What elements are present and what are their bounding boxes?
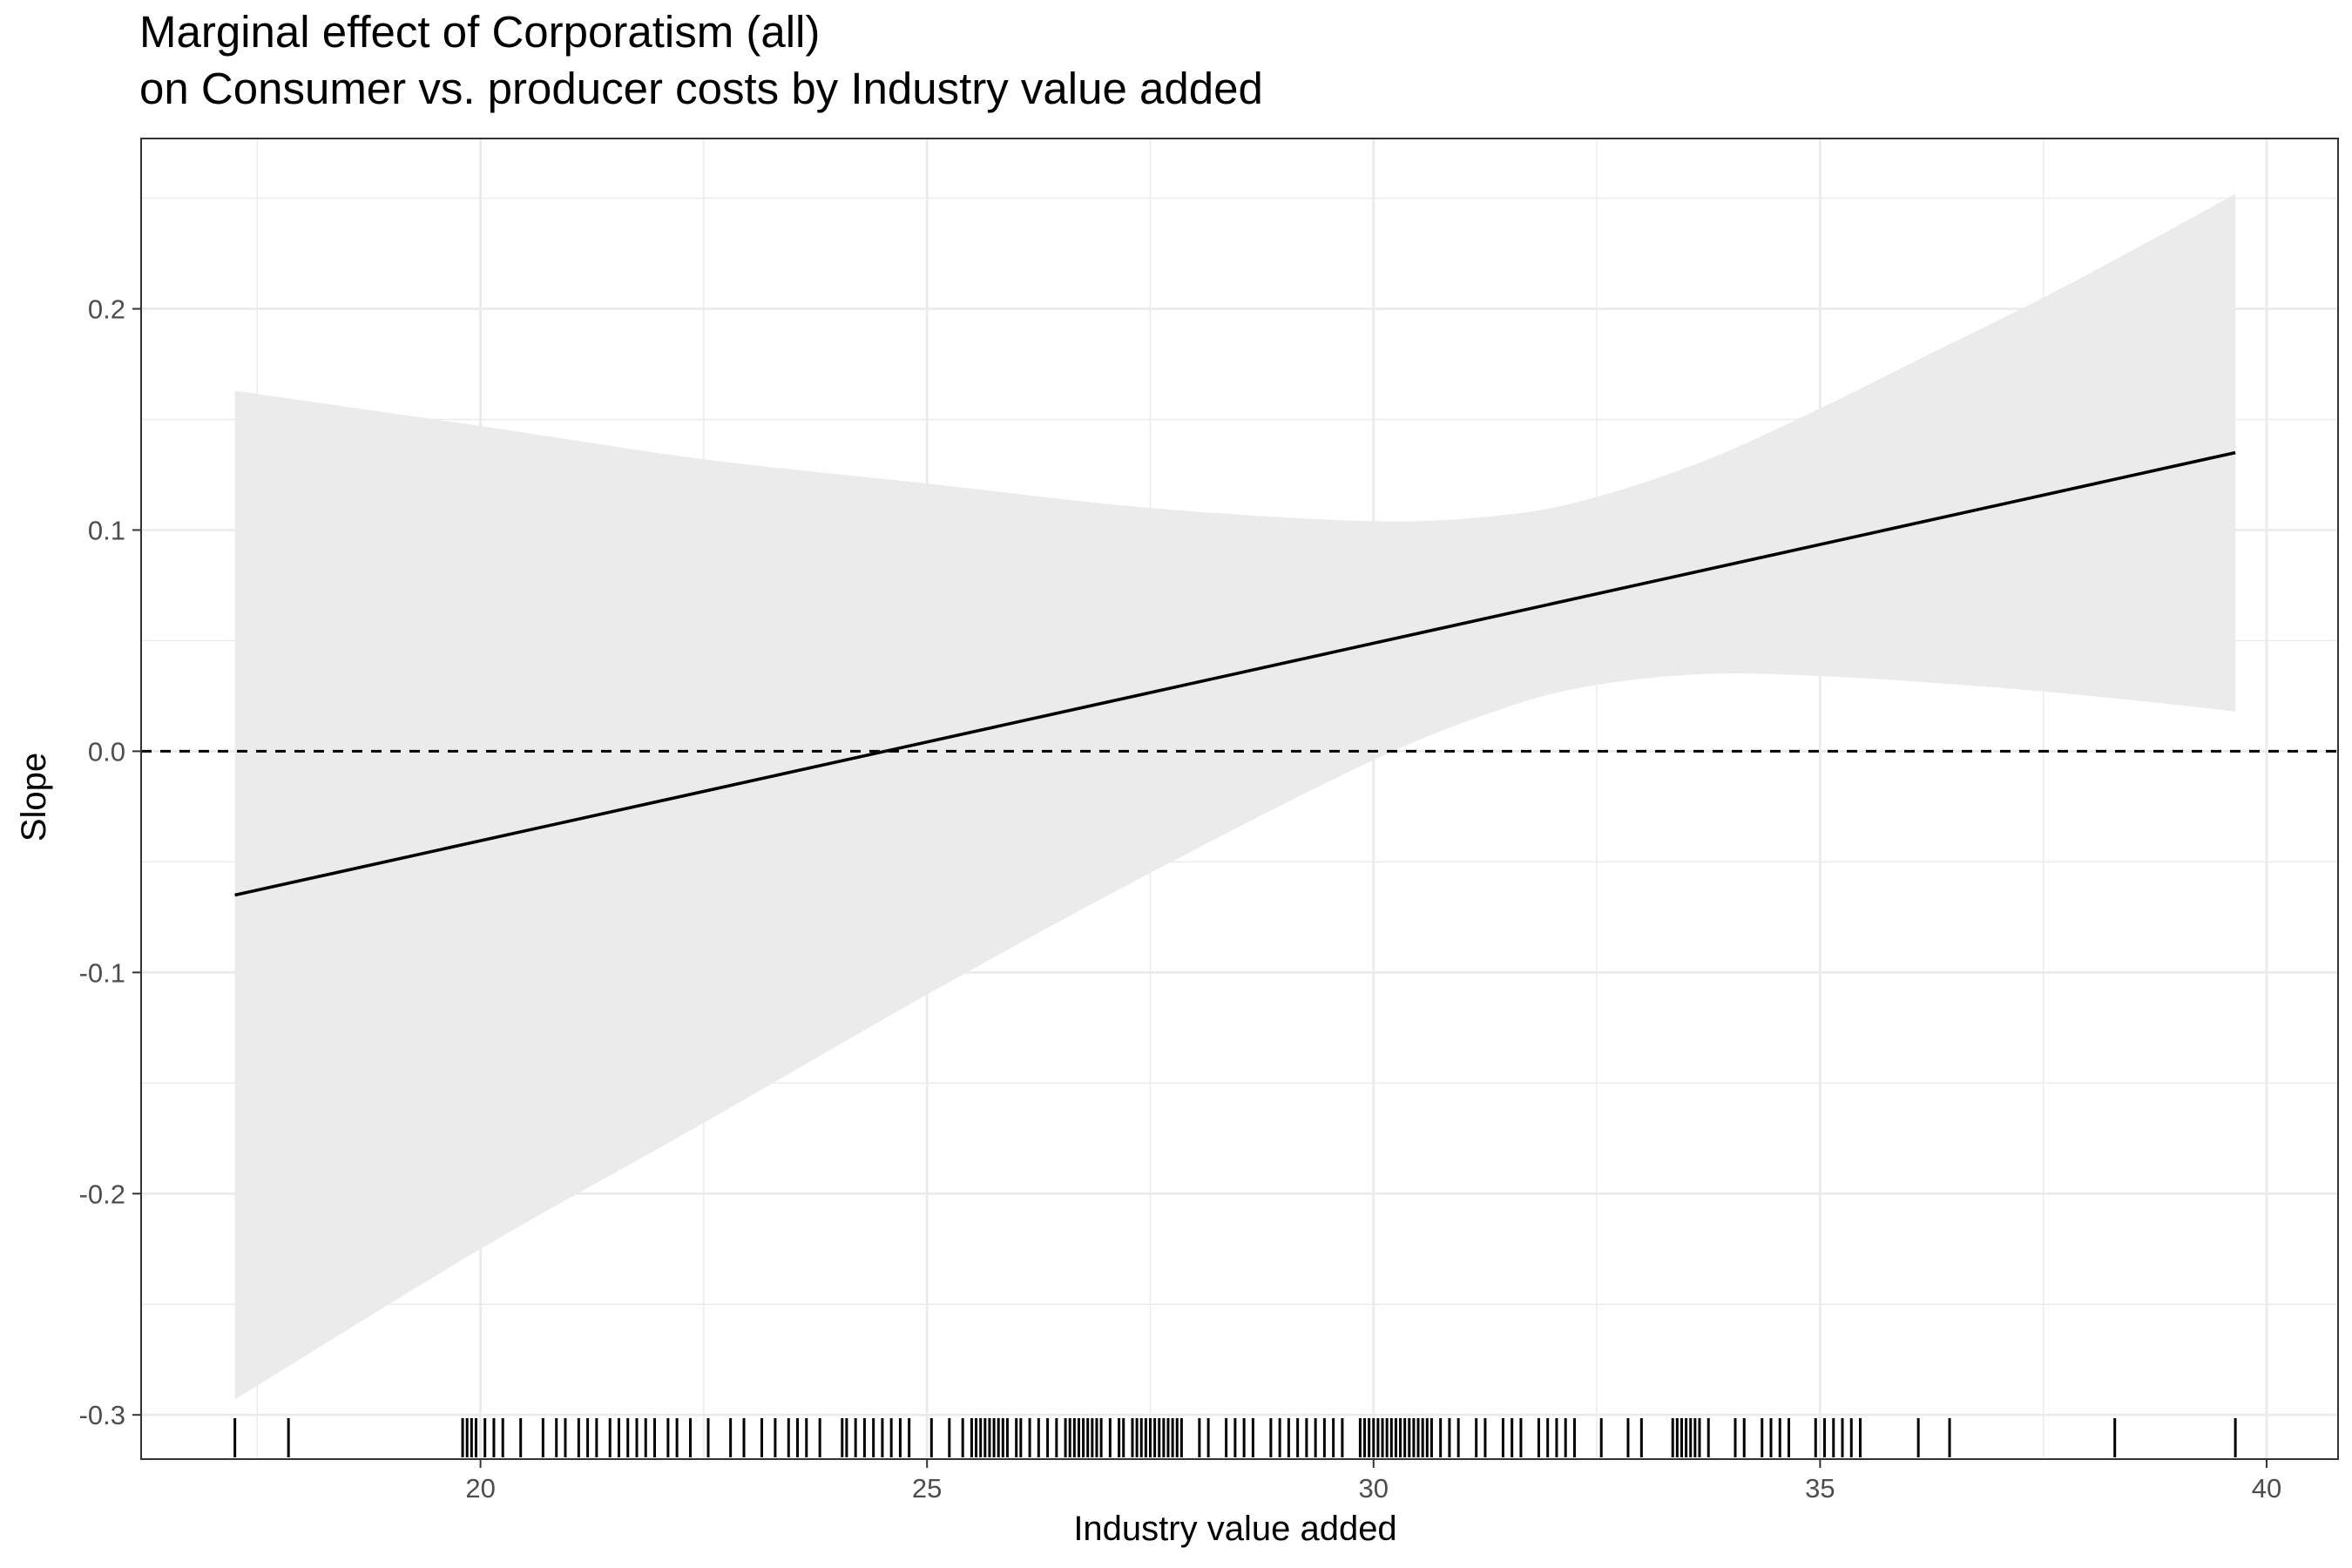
x-axis-ticks: 20 25 30 35 40 bbox=[465, 1459, 2281, 1504]
x-tick-label: 25 bbox=[912, 1473, 942, 1504]
chart-subtitle: on Consumer vs. producer costs by Indust… bbox=[139, 64, 1263, 113]
slope-line bbox=[234, 450, 2236, 897]
x-axis-title: Industry value added bbox=[1073, 1510, 1396, 1548]
y-tick-label: 0.1 bbox=[88, 515, 125, 545]
panel-border-layer bbox=[140, 138, 2339, 1460]
rug-marks bbox=[233, 1418, 2237, 1457]
y-tick-label: -0.1 bbox=[79, 957, 125, 988]
y-tick-label: -0.3 bbox=[79, 1400, 125, 1430]
confidence-ribbon bbox=[234, 193, 2236, 1400]
chart-title: Marginal effect of Corporatism (all) bbox=[139, 7, 820, 57]
y-tick-label: -0.2 bbox=[79, 1179, 125, 1209]
y-axis-title: Slope bbox=[15, 753, 53, 841]
y-axis-ticks: -0.3 -0.2 -0.1 0.0 0.1 0.2 bbox=[79, 294, 141, 1430]
slope-line-layer bbox=[234, 450, 2236, 897]
panel-border bbox=[140, 138, 2339, 1460]
confidence-ribbon-layer bbox=[234, 193, 2236, 1400]
x-tick-label: 40 bbox=[2252, 1473, 2281, 1504]
y-tick-label: 0.2 bbox=[88, 294, 125, 325]
x-tick-label: 35 bbox=[1805, 1473, 1835, 1504]
y-tick-label: 0.0 bbox=[88, 736, 125, 767]
x-tick-label: 20 bbox=[465, 1473, 495, 1504]
x-tick-label: 30 bbox=[1359, 1473, 1389, 1504]
